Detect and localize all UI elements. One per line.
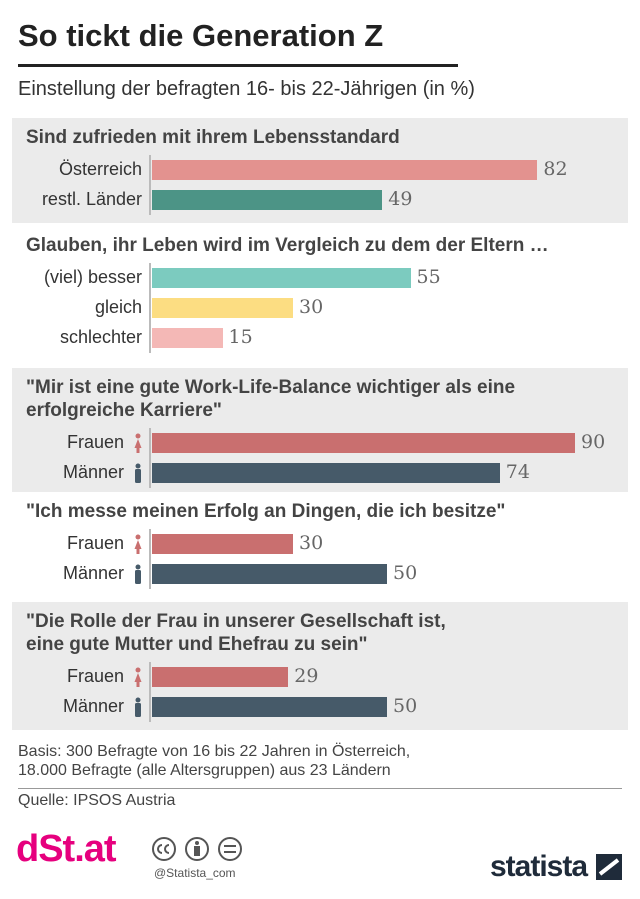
bar xyxy=(152,534,293,554)
handle: @Statista_com xyxy=(154,866,236,880)
category-label: Österreich xyxy=(58,159,142,179)
category-label: restl. Länder xyxy=(41,189,142,209)
statista-mark xyxy=(596,854,622,880)
value-label: 15 xyxy=(228,326,253,348)
bar xyxy=(152,667,289,687)
value-label: 74 xyxy=(505,461,530,483)
category-label: Frauen xyxy=(66,432,124,452)
female-icon xyxy=(134,534,142,554)
panel xyxy=(12,226,628,361)
license-icons xyxy=(152,837,242,861)
group-title: "Die Rolle der Frau in unserer Gesellsch… xyxy=(26,611,446,655)
group-title: Sind zufrieden mit ihrem Lebensstandard xyxy=(26,127,400,148)
footer-rule xyxy=(18,788,622,789)
bar xyxy=(152,298,293,318)
bar xyxy=(152,697,387,717)
value-label: 50 xyxy=(393,562,418,584)
female-icon xyxy=(134,433,142,453)
bar xyxy=(152,268,411,288)
title-rule xyxy=(18,64,458,67)
axis-line xyxy=(149,155,151,215)
statista-logo: statista xyxy=(490,850,588,883)
female-icon xyxy=(134,667,142,687)
bar xyxy=(152,433,575,453)
group-title: "Ich messe meinen Erfolg an Dingen, die … xyxy=(26,501,506,522)
title: So tickt die Generation Z xyxy=(18,18,384,53)
value-label: 55 xyxy=(416,266,441,288)
value-label: 30 xyxy=(299,532,324,554)
bar xyxy=(152,564,387,584)
gender-icon xyxy=(134,564,142,584)
category-label: gleich xyxy=(94,297,142,317)
axis-line xyxy=(149,529,151,589)
source: Quelle: IPSOS Austria xyxy=(18,792,176,809)
gender-icon xyxy=(134,667,142,687)
category-label: Frauen xyxy=(66,533,124,553)
category-label: (viel) besser xyxy=(43,267,142,287)
category-label: Frauen xyxy=(66,666,124,686)
category-label: schlechter xyxy=(59,327,142,347)
category-label: Männer xyxy=(62,696,124,716)
value-label: 30 xyxy=(299,296,324,318)
group-title: Glauben, ihr Leben wird im Vergleich zu … xyxy=(26,235,549,256)
bar xyxy=(152,328,223,348)
gender-icon xyxy=(134,433,142,453)
value-label: 29 xyxy=(294,665,319,687)
category-label: Männer xyxy=(62,462,124,482)
gender-icon xyxy=(134,534,142,554)
bar xyxy=(152,160,538,180)
value-label: 50 xyxy=(393,695,418,717)
value-label: 49 xyxy=(388,188,413,210)
value-label: 82 xyxy=(543,158,568,180)
bar xyxy=(152,190,383,210)
male-icon xyxy=(135,564,141,584)
brand: dSt.at xyxy=(16,828,117,870)
value-label: 90 xyxy=(581,431,606,453)
axis-line xyxy=(149,428,151,488)
group-title: "Mir ist eine gute Work-Life-Balance wic… xyxy=(26,377,516,421)
gender-icon xyxy=(134,697,142,717)
bar xyxy=(152,463,500,483)
basis-note: Basis: 300 Befragte von 16 bis 22 Jahren… xyxy=(18,743,411,779)
male-icon xyxy=(135,463,141,483)
category-label: Männer xyxy=(62,563,124,583)
axis-line xyxy=(149,263,151,353)
axis-line xyxy=(149,662,151,722)
subtitle: Einstellung der befragten 16- bis 22-Jäh… xyxy=(18,78,475,100)
gender-icon xyxy=(134,463,142,483)
male-icon xyxy=(135,697,141,717)
